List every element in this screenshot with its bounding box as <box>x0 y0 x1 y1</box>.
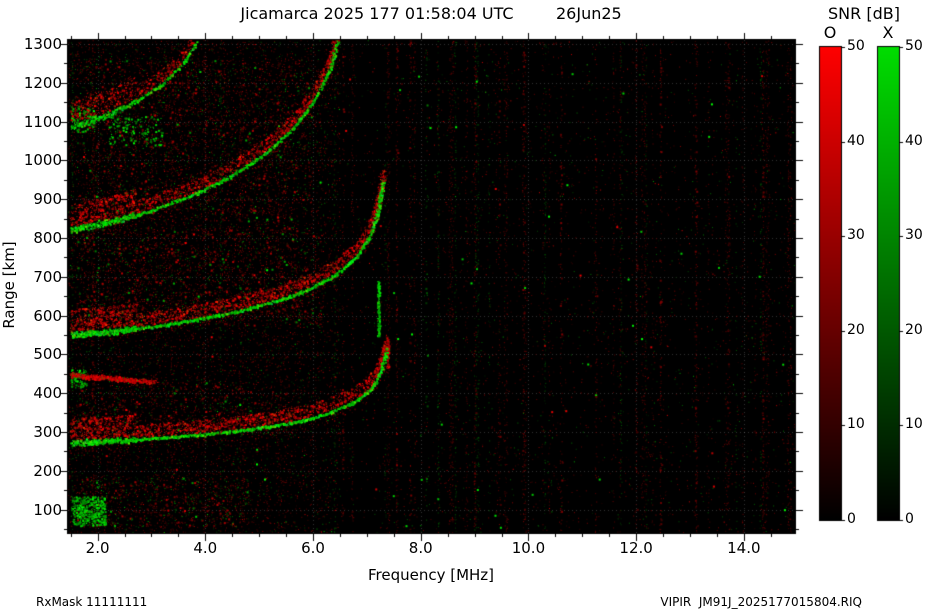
y-tick-label: 600 <box>33 306 62 325</box>
colorbar-title: SNR [dB] <box>828 4 900 23</box>
o-colorbar-tick-label: 20 <box>847 321 865 338</box>
filename-text: VIPIR JM91J_2025177015804.RIQ <box>660 595 862 609</box>
o-mode-label: O <box>823 23 837 42</box>
o-colorbar-tick-label: 30 <box>847 227 865 244</box>
x-tick-label: 6.0 <box>301 539 325 557</box>
x-tick-label: 12.0 <box>619 539 653 557</box>
plot-title: Jicamarca 2025 177 01:58:04 UTC <box>240 4 514 23</box>
o-colorbar-tick-label: 40 <box>847 132 865 149</box>
y-tick-label: 1100 <box>23 112 62 131</box>
rxmask-text: RxMask 11111111 <box>36 595 148 609</box>
x-colorbar-tick-label: 10 <box>905 416 923 433</box>
y-tick-label: 1300 <box>23 34 62 53</box>
y-tick-label: 1000 <box>23 151 62 170</box>
x-colorbar-tick-label: 0 <box>905 511 914 527</box>
x-mode-label: X <box>882 23 894 42</box>
plot-date: 26Jun25 <box>556 4 622 23</box>
x-colorbar-tick-label: 40 <box>905 132 923 149</box>
x-colorbar-tick-label: 50 <box>905 38 923 54</box>
y-tick-label: 500 <box>33 345 62 364</box>
o-colorbar-tick-label: 10 <box>847 416 865 433</box>
x-colorbar-tick-label: 20 <box>905 321 923 338</box>
y-axis-title: Range [km] <box>0 241 18 329</box>
x-tick-label: 14.0 <box>727 539 761 557</box>
y-tick-label: 400 <box>33 384 62 403</box>
x-axis-title: Frequency [MHz] <box>367 566 495 584</box>
y-tick-label: 300 <box>33 423 62 442</box>
x-colorbar-tick-label: 30 <box>905 227 923 244</box>
o-colorbar-tick-label: 0 <box>847 511 856 527</box>
y-tick-label: 200 <box>33 461 62 480</box>
x-tick-label: 4.0 <box>193 539 218 557</box>
x-tick-label: 8.0 <box>408 539 433 557</box>
y-tick-label: 800 <box>33 228 62 247</box>
y-tick-label: 1200 <box>23 73 62 92</box>
x-tick-label: 2.0 <box>85 539 110 557</box>
x-tick-label: 10.0 <box>511 539 546 557</box>
y-tick-label: 900 <box>33 190 62 209</box>
y-tick-label: 700 <box>33 267 62 286</box>
o-colorbar-tick-label: 50 <box>847 38 865 54</box>
y-tick-label: 100 <box>33 500 62 519</box>
